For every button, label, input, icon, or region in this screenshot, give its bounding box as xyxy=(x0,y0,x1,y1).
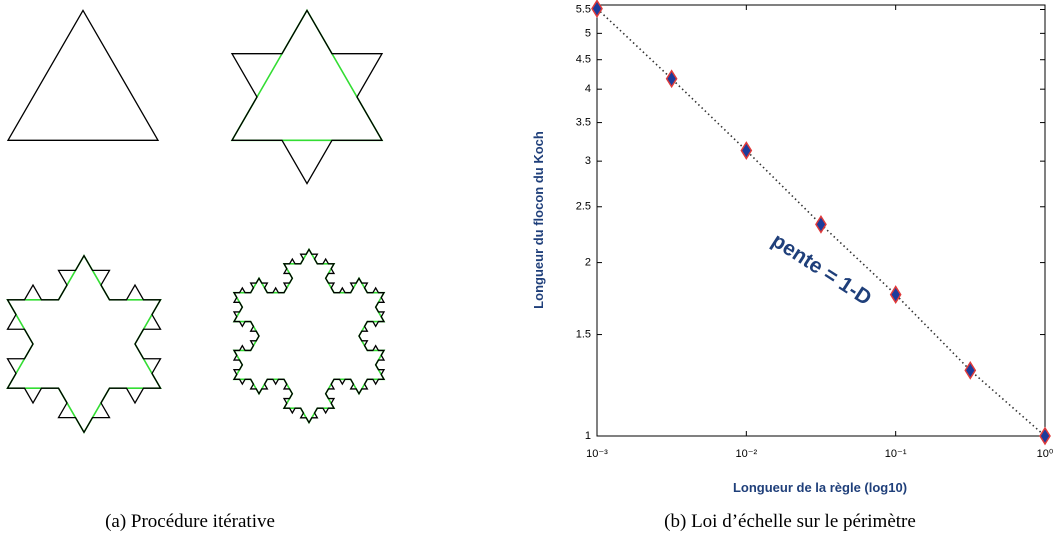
koch-outline xyxy=(230,8,384,142)
y-tick-label: 2 xyxy=(585,256,591,268)
x-tick-label: 10⁰ xyxy=(1037,448,1054,460)
caption: (a) Procédure itérative xyxy=(105,511,275,532)
data-point xyxy=(591,0,603,19)
x-tick-label: 10⁻² xyxy=(735,448,757,460)
x-axis-label: Longueur de la règle (log10) xyxy=(733,480,907,495)
y-tick-label: 4.5 xyxy=(576,54,591,66)
annotation: pente = 1-D xyxy=(768,229,876,310)
x-tick-label: 10⁻³ xyxy=(586,448,608,460)
koch-outline xyxy=(6,254,162,434)
y-tick-label: 1.5 xyxy=(576,328,591,340)
data-point xyxy=(964,360,977,380)
y-tick-label: 3.5 xyxy=(576,116,591,128)
data-point xyxy=(815,214,827,234)
y-tick-label: 4 xyxy=(585,83,591,95)
data-point xyxy=(740,141,753,160)
y-tick-label: 5.5 xyxy=(576,3,591,15)
caption: (b) Loi d’échelle sur le périmètre xyxy=(664,511,916,532)
koch-outline xyxy=(232,247,386,425)
data-point xyxy=(665,69,678,89)
koch-outline xyxy=(230,9,384,185)
data-point xyxy=(889,285,902,304)
y-tick-label: 2.5 xyxy=(576,201,591,213)
data-point xyxy=(1039,426,1051,446)
koch-outline xyxy=(6,254,162,434)
x-tick-label: 10⁻¹ xyxy=(885,448,907,460)
koch-outline xyxy=(232,248,386,424)
y-tick-label: 1 xyxy=(585,430,591,442)
koch-iterations xyxy=(6,8,386,434)
koch-outline xyxy=(6,9,160,141)
plot-frame xyxy=(596,4,1046,437)
y-tick-label: 5 xyxy=(585,27,591,39)
y-axis-label: Longueur du flocon du Koch xyxy=(531,131,546,309)
y-tick-label: 3 xyxy=(585,155,591,167)
